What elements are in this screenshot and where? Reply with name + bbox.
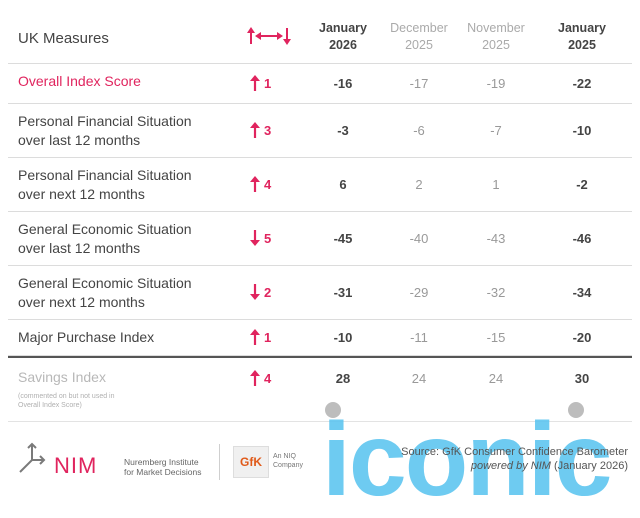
row-value-1: -17: [409, 76, 429, 91]
gfk-logo: GfK: [233, 446, 269, 478]
row-change: 2: [250, 284, 271, 300]
savings-change-value: 4: [264, 370, 272, 386]
row-value-3: -22: [572, 76, 592, 91]
savings-value-1: 24: [411, 371, 427, 386]
row-label: General Economic Situation over last 12 …: [18, 221, 192, 256]
up-arrow-icon: [250, 370, 260, 386]
row-value-3: -34: [572, 285, 592, 300]
row-value-2: 1: [492, 177, 500, 192]
nim-tagline: Nuremberg Institute for Market Decisions: [124, 457, 202, 477]
row-value-2: -43: [486, 231, 506, 246]
row-change-value: 4: [264, 176, 272, 192]
table-title: UK Measures: [18, 30, 109, 47]
row-value-0: 6: [339, 177, 347, 192]
row-change-value: 1: [264, 329, 272, 345]
row-value-0: -16: [333, 76, 353, 91]
col-header-2: November 2025: [467, 21, 525, 52]
logo-separator: [219, 444, 220, 480]
row-change: 3: [250, 122, 271, 138]
row-value-2: -19: [486, 76, 506, 91]
row-value-2: -15: [486, 330, 506, 345]
row-value-2: -32: [486, 285, 506, 300]
gfk-logo-text: GfK: [240, 455, 262, 469]
col-header-1: December 2025: [390, 21, 448, 52]
savings-label: Savings Index: [18, 369, 106, 385]
row-value-0: -45: [333, 231, 353, 246]
january-2025-dot: [568, 402, 584, 418]
row-value-1: -40: [409, 231, 429, 246]
row-value-1: -11: [410, 330, 428, 345]
savings-value-3: 30: [574, 371, 590, 386]
table-row-savings: Savings Index (commented on but not used…: [8, 358, 632, 420]
row-value-1: -6: [413, 123, 425, 138]
row-change: 1: [250, 75, 271, 91]
row-value-0: -3: [337, 123, 349, 138]
table-row: Personal Financial Situation over last 1…: [8, 104, 632, 158]
table-row: General Economic Situation over last 12 …: [8, 212, 632, 266]
savings-value-2: 24: [488, 371, 504, 386]
row-change-value: 3: [264, 122, 272, 138]
row-change: 5: [250, 230, 271, 246]
row-change: 4: [250, 176, 271, 192]
row-value-1: -29: [409, 285, 429, 300]
up-left-right-down-arrows-icon: [247, 27, 291, 45]
savings-change: 4: [250, 370, 271, 386]
savings-note: (commented on but not used in Overall In…: [18, 393, 115, 409]
row-value-1: 2: [415, 177, 423, 192]
up-arrow-icon: [250, 176, 260, 192]
row-value-2: -7: [490, 123, 502, 138]
row-value-3: -10: [572, 123, 592, 138]
up-arrow-icon: [250, 75, 260, 91]
row-change: 1: [250, 329, 271, 345]
gfk-tagline: An NIQ Company: [273, 453, 303, 469]
row-value-3: -46: [572, 231, 592, 246]
table-row: Personal Financial Situation over next 1…: [8, 158, 632, 212]
row-label: Personal Financial Situation over next 1…: [18, 167, 192, 202]
table-header-row: UK Measures: [8, 0, 632, 64]
table-row: Major Purchase Index: [8, 320, 632, 356]
row-change-value: 5: [264, 230, 272, 246]
row-label: Overall Index Score: [18, 73, 141, 89]
col-header-3: January 2025: [558, 21, 606, 52]
savings-divider: [8, 356, 632, 358]
up-arrow-icon: [250, 122, 260, 138]
row-change-value: 2: [264, 284, 272, 300]
january-2026-dot: [325, 402, 341, 418]
table-row: Overall Index Score: [8, 64, 632, 104]
row-value-3: -20: [572, 330, 592, 345]
down-arrow-icon: [250, 284, 260, 300]
row-value-0: -31: [333, 285, 353, 300]
col-header-0: January 2026: [319, 21, 367, 52]
row-label: Major Purchase Index: [18, 329, 155, 345]
footer-divider: [8, 421, 632, 422]
down-arrow-icon: [250, 230, 260, 246]
nim-logo: NIM: [19, 442, 97, 478]
row-label: Personal Financial Situation over last 1…: [18, 113, 192, 148]
nim-logo-text: NIM: [54, 453, 97, 478]
source-note: Source: GfK Consumer Confidence Baromete…: [401, 446, 628, 472]
savings-value-0: 28: [335, 371, 351, 386]
row-change-value: 1: [264, 75, 272, 91]
row-value-0: -10: [333, 330, 353, 345]
iconic-watermark: iconic: [322, 402, 613, 518]
row-value-3: -2: [576, 177, 588, 192]
table-row: General Economic Situation over next 12 …: [8, 266, 632, 320]
up-arrow-icon: [250, 329, 260, 345]
row-label: General Economic Situation over next 12 …: [18, 275, 192, 310]
